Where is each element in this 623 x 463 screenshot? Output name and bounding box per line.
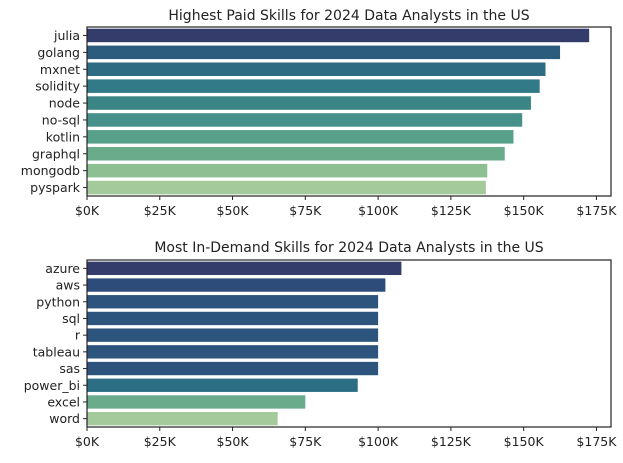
axes-frame	[86, 26, 612, 197]
y-tick-label: solidity	[35, 79, 80, 94]
bar-node	[87, 96, 531, 110]
y-tick-label: aws	[56, 278, 80, 293]
bar-julia	[87, 28, 590, 43]
bar-tableau	[87, 345, 379, 359]
bar-mongodb	[87, 163, 488, 178]
x-tick-label: $175K	[576, 203, 617, 218]
y-tick-label: mxnet	[40, 62, 80, 77]
bar-power-bi	[87, 378, 358, 392]
y-tick-label: node	[49, 96, 81, 111]
bar-r	[87, 328, 379, 342]
chart-title-top: Highest Paid Skills for 2024 Data Analys…	[168, 8, 529, 24]
chart-title-bottom: Most In-Demand Skills for 2024 Data Anal…	[154, 240, 543, 256]
bar-python	[87, 295, 379, 309]
x-tick-label: $150K	[504, 434, 545, 449]
y-tick-label: power_bi	[24, 378, 80, 393]
axes-frame	[86, 259, 612, 428]
bar-mxnet	[87, 62, 546, 77]
y-tick-label: sas	[59, 361, 80, 376]
x-tick-label: $50K	[217, 434, 250, 449]
y-tick-label: r	[75, 328, 81, 343]
y-tick-label: mongodb	[21, 163, 80, 178]
x-tick-label: $75K	[289, 203, 322, 218]
bar-word	[87, 411, 278, 426]
chart-top-highest-paid: Highest Paid Skills for 2024 Data Analys…	[21, 8, 617, 218]
y-tick-label: kotlin	[46, 129, 80, 144]
x-tick-label: $0K	[75, 203, 100, 218]
x-tick-label: $0K	[75, 434, 100, 449]
x-tick-label: $50K	[217, 203, 250, 218]
x-tick-label: $125K	[431, 203, 472, 218]
chart-bottom-most-in-demand: Most In-Demand Skills for 2024 Data Anal…	[24, 240, 618, 449]
x-tick-label: $100K	[358, 434, 399, 449]
y-tick-label: pyspark	[30, 180, 81, 195]
y-tick-label: golang	[37, 45, 80, 60]
bar-graphql	[87, 146, 505, 161]
x-tick-label: $150K	[504, 203, 545, 218]
x-tick-label: $100K	[358, 203, 399, 218]
y-tick-label: azure	[45, 261, 80, 276]
bar-azure	[87, 261, 402, 276]
bar-no-sql	[87, 113, 523, 127]
bar-golang	[87, 45, 561, 60]
bar-sas	[87, 361, 379, 376]
bar-sql	[87, 311, 379, 326]
y-tick-label: julia	[53, 28, 80, 43]
bar-aws	[87, 278, 386, 292]
x-tick-label: $125K	[431, 434, 472, 449]
y-tick-label: tableau	[33, 344, 80, 359]
bar-solidity	[87, 79, 540, 93]
y-tick-label: word	[49, 411, 80, 426]
x-tick-label: $75K	[289, 434, 322, 449]
y-tick-label: excel	[47, 394, 80, 409]
y-tick-label: sql	[62, 311, 80, 326]
y-tick-label: no-sql	[42, 112, 80, 127]
bar-excel	[87, 395, 306, 409]
x-tick-label: $25K	[144, 434, 177, 449]
x-tick-label: $25K	[144, 203, 177, 218]
y-tick-label: python	[36, 294, 80, 309]
y-tick-label: graphql	[32, 146, 80, 161]
x-tick-label: $175K	[576, 434, 617, 449]
bar-pyspark	[87, 180, 486, 195]
bar-kotlin	[87, 130, 514, 144]
